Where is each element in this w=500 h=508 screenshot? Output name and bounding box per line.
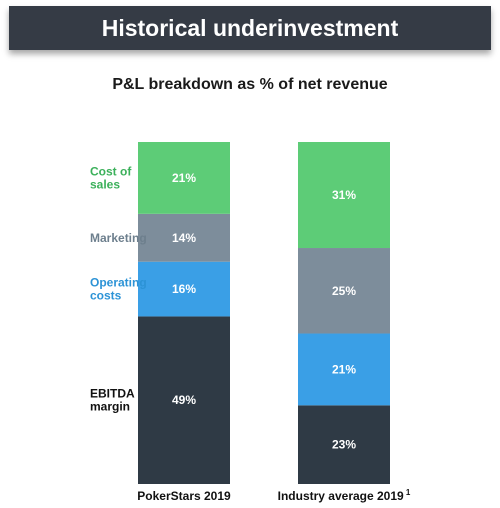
bar-segment: [298, 142, 390, 249]
bar-segment: [138, 316, 230, 484]
legend-label: Operating costs: [90, 276, 147, 303]
bar-segment: [298, 333, 390, 406]
bar-segment: [298, 405, 390, 484]
bar-segment: [138, 142, 230, 214]
bar-segment: [138, 261, 230, 317]
legend-label: Marketing: [90, 231, 147, 245]
data-label: 21%: [332, 362, 356, 376]
category-label: Industry average 2019 1: [278, 488, 411, 503]
data-label: 31%: [332, 188, 356, 202]
data-label: 14%: [172, 231, 196, 245]
footnote-marker: 1: [404, 488, 411, 497]
data-label: 16%: [172, 282, 196, 296]
legend-label: Cost of sales: [90, 164, 132, 191]
data-label: 21%: [172, 171, 196, 185]
category-label: PokerStars 2019: [137, 489, 231, 503]
legend-label: EBITDA margin: [90, 387, 135, 414]
bar-segment: [138, 213, 230, 262]
title-banner: Historical underinvestment: [9, 6, 491, 50]
page-title: Historical underinvestment: [101, 14, 399, 41]
data-label: 25%: [332, 284, 356, 298]
bar-segment: [298, 248, 390, 334]
chart-subtitle: P&L breakdown as % of net revenue: [112, 76, 388, 93]
data-label: 49%: [172, 393, 196, 407]
data-label: 23%: [332, 438, 356, 452]
